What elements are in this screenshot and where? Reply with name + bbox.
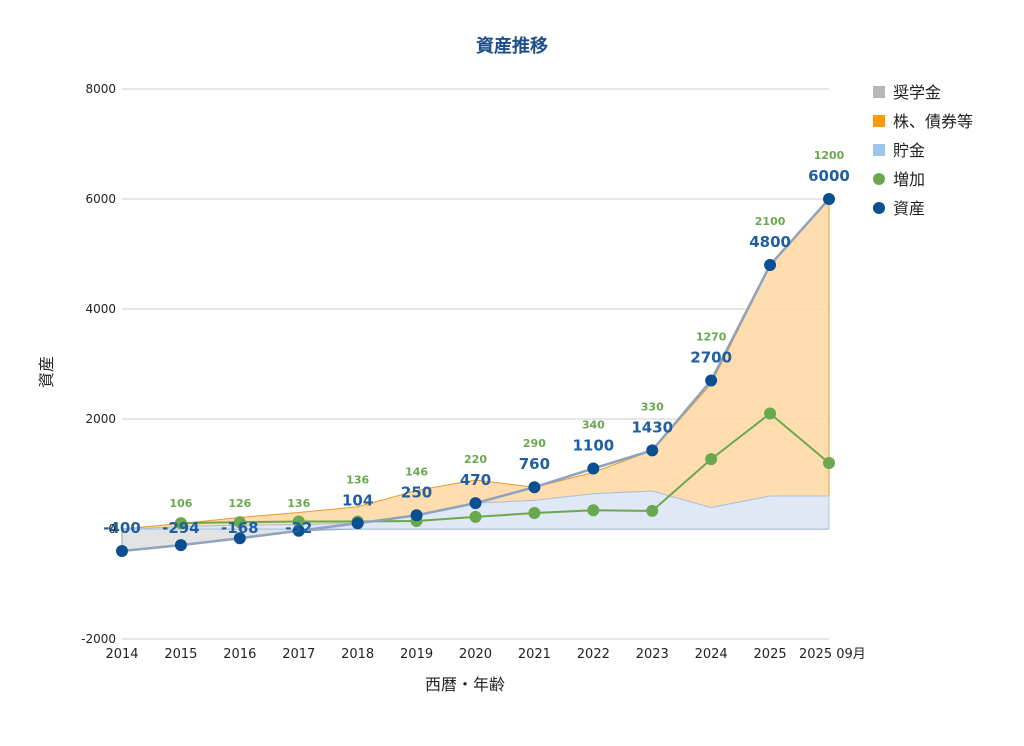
x-axis-ticks: 2014 2015 2016 2017 2018 2019 2020 2021 2022 2023… — [105, 647, 865, 662]
point-assets — [292, 524, 305, 537]
legend-label: 資産 — [893, 199, 925, 218]
asset-data-label: -294 — [162, 519, 200, 537]
asset-data-label: 6000 — [808, 167, 850, 185]
y-tick-label: 6000 — [85, 192, 116, 206]
point-assets — [174, 539, 187, 552]
x-tick-label: 2021 — [518, 647, 551, 662]
asset-data-label: -168 — [221, 519, 259, 537]
point-increase — [705, 453, 718, 466]
x-tick-label: 2022 — [577, 647, 610, 662]
y-tick-label: 0 — [108, 522, 116, 536]
y-tick-label: -2000 — [81, 632, 116, 646]
x-tick-label: 2015 — [164, 647, 197, 662]
asset-data-label: 104 — [342, 491, 373, 509]
point-assets — [233, 532, 246, 545]
asset-data-label: 760 — [519, 455, 550, 473]
point-increase — [528, 507, 541, 520]
point-assets — [646, 444, 659, 457]
asset-data-label: -32 — [285, 519, 312, 537]
point-increase — [174, 517, 187, 530]
point-assets — [116, 545, 128, 557]
legend-swatch — [873, 173, 885, 185]
point-assets — [705, 374, 718, 387]
y-axis-ticks: -2000 0 2000 4000 6000 8000 — [81, 82, 116, 646]
asset-data-label: 2700 — [690, 349, 732, 367]
x-tick-label: 2025 — [754, 647, 787, 662]
point-assets — [587, 462, 600, 475]
y-tick-label: 2000 — [85, 412, 116, 426]
line-increase — [180, 412, 830, 525]
x-tick-label: 2014 — [105, 647, 138, 662]
increase-data-label: 126 — [228, 497, 251, 510]
point-assets — [410, 509, 423, 522]
increase-data-label: 146 — [405, 465, 428, 478]
point-increase — [587, 504, 600, 517]
increase-data-label: 330 — [641, 400, 664, 413]
x-tick-label: 2016 — [223, 647, 256, 662]
x-axis-title: 西暦・年齢 — [425, 675, 505, 694]
x-tick-label: 2020 — [459, 647, 492, 662]
x-tick-label: 2023 — [636, 647, 669, 662]
point-increase — [764, 407, 777, 420]
chart-title: 資産推移 — [476, 35, 548, 57]
x-tick-label: 2019 — [400, 647, 433, 662]
point-assets — [351, 517, 364, 530]
y-tick-label: 4000 — [85, 302, 116, 316]
point-assets — [528, 481, 541, 494]
legend-swatch — [873, 144, 885, 156]
legend-swatch — [873, 202, 885, 214]
legend-swatch — [873, 115, 885, 127]
y-tick-label: 8000 — [85, 82, 116, 96]
series-points — [116, 193, 835, 557]
increase-data-label: 1270 — [696, 331, 727, 344]
legend-label: 奨学金 — [893, 83, 941, 102]
point-assets — [764, 259, 777, 271]
x-tick-label: 2018 — [341, 647, 374, 662]
legend-label: 貯金 — [893, 141, 925, 160]
legend-swatch — [873, 86, 885, 98]
point-assets — [823, 193, 835, 205]
asset-data-label: 470 — [460, 471, 491, 489]
point-increase — [646, 504, 659, 517]
point-assets — [469, 497, 482, 510]
increase-data-label: 106 — [169, 497, 192, 510]
data-labels: -400 -294 -168 -32 104 250 470 760 1100 1430 2700 4… — [103, 149, 850, 537]
x-tick-label: 2017 — [282, 647, 315, 662]
asset-data-label: 1100 — [572, 437, 614, 455]
asset-data-label: -400 — [103, 519, 141, 537]
point-increase — [469, 510, 482, 523]
asset-data-label: 1430 — [631, 418, 673, 436]
asset-data-label: 250 — [401, 483, 432, 501]
increase-data-label: 136 — [287, 497, 310, 510]
point-increase — [292, 515, 305, 528]
y-axis-title: 資産 — [37, 356, 56, 388]
increase-data-label: 2100 — [755, 215, 786, 228]
point-increase — [823, 457, 835, 469]
asset-data-label: 4800 — [749, 233, 791, 251]
x-tick-label: 2024 — [695, 647, 728, 662]
increase-data-label: 136 — [346, 473, 369, 486]
increase-data-label: 1200 — [814, 149, 845, 162]
point-increase — [233, 516, 246, 529]
increase-data-label: 340 — [582, 419, 605, 432]
x-tick-label: 2025 09月 — [799, 647, 866, 662]
increase-data-label: 220 — [464, 453, 487, 466]
legend-label: 増加 — [893, 170, 925, 189]
legend-label: 株、債券等 — [893, 112, 973, 131]
increase-data-label: 290 — [523, 437, 546, 450]
